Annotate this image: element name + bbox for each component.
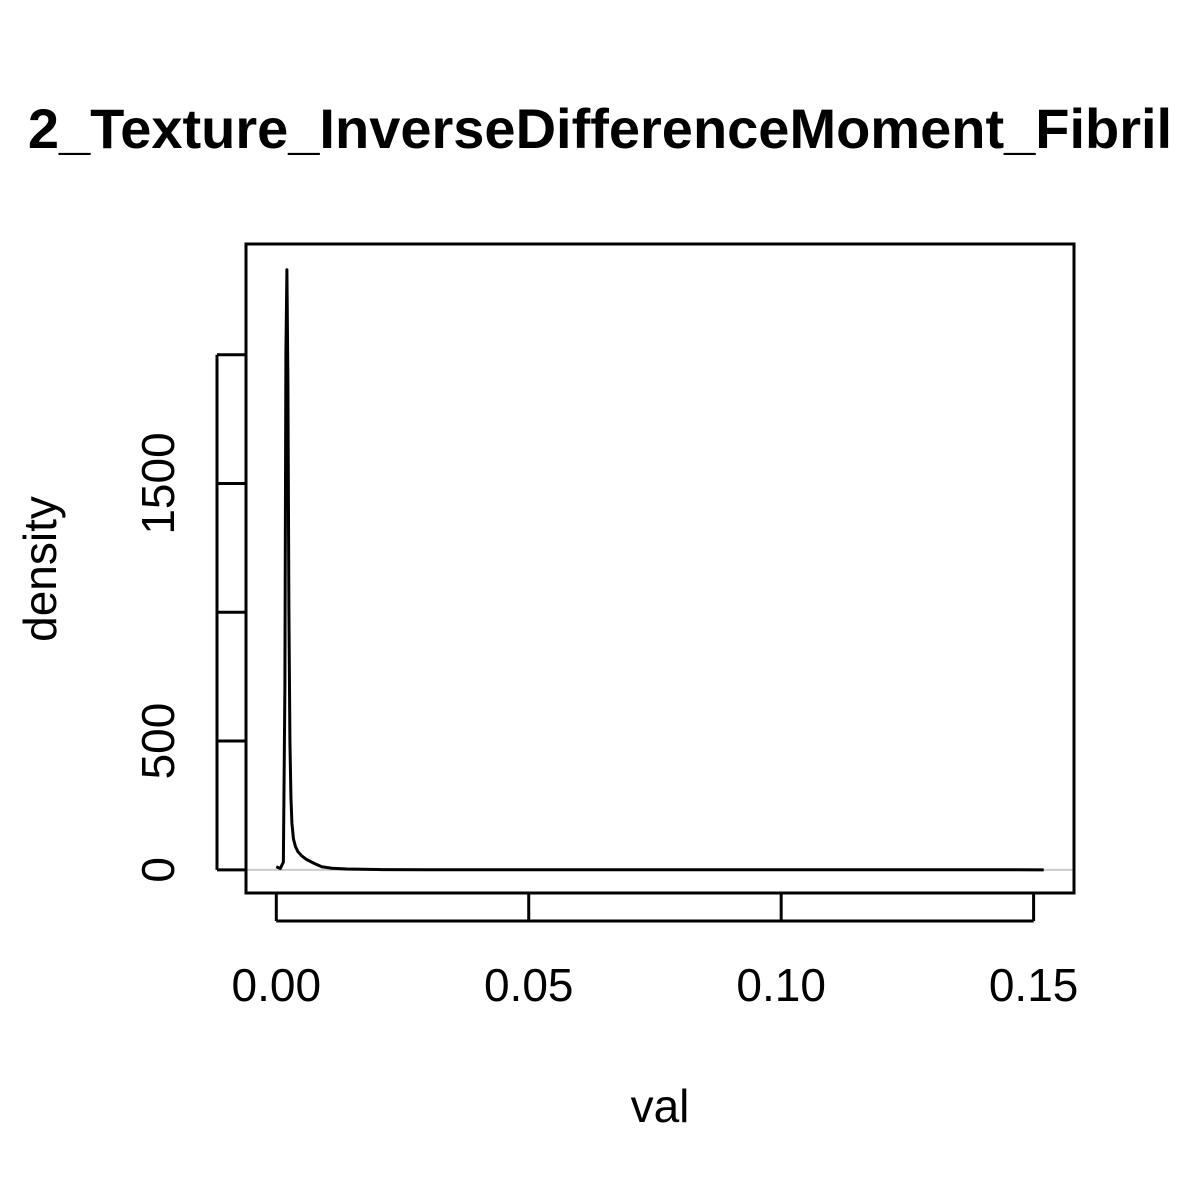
x-axis: 0.00 0.05 0.10 0.15 [232,893,1079,1011]
x-tick-label: 0.00 [232,959,322,1011]
y-tick-label: 1500 [132,432,184,534]
density-curve [275,268,1044,872]
x-tick-label: 0.10 [736,959,826,1011]
y-tick-label: 500 [132,703,184,780]
y-axis-label: density [14,496,66,642]
x-tick-label: 0.05 [484,959,574,1011]
x-axis-label: val [631,1080,690,1132]
y-axis: 0 500 1500 [132,353,246,883]
y-tick-label: 0 [132,857,184,883]
plot-frame [244,242,1076,895]
x-tick-label: 0.15 [989,959,1079,1011]
chart-title: 2_Texture_InverseDifferenceMoment_Fibril [28,97,1172,160]
